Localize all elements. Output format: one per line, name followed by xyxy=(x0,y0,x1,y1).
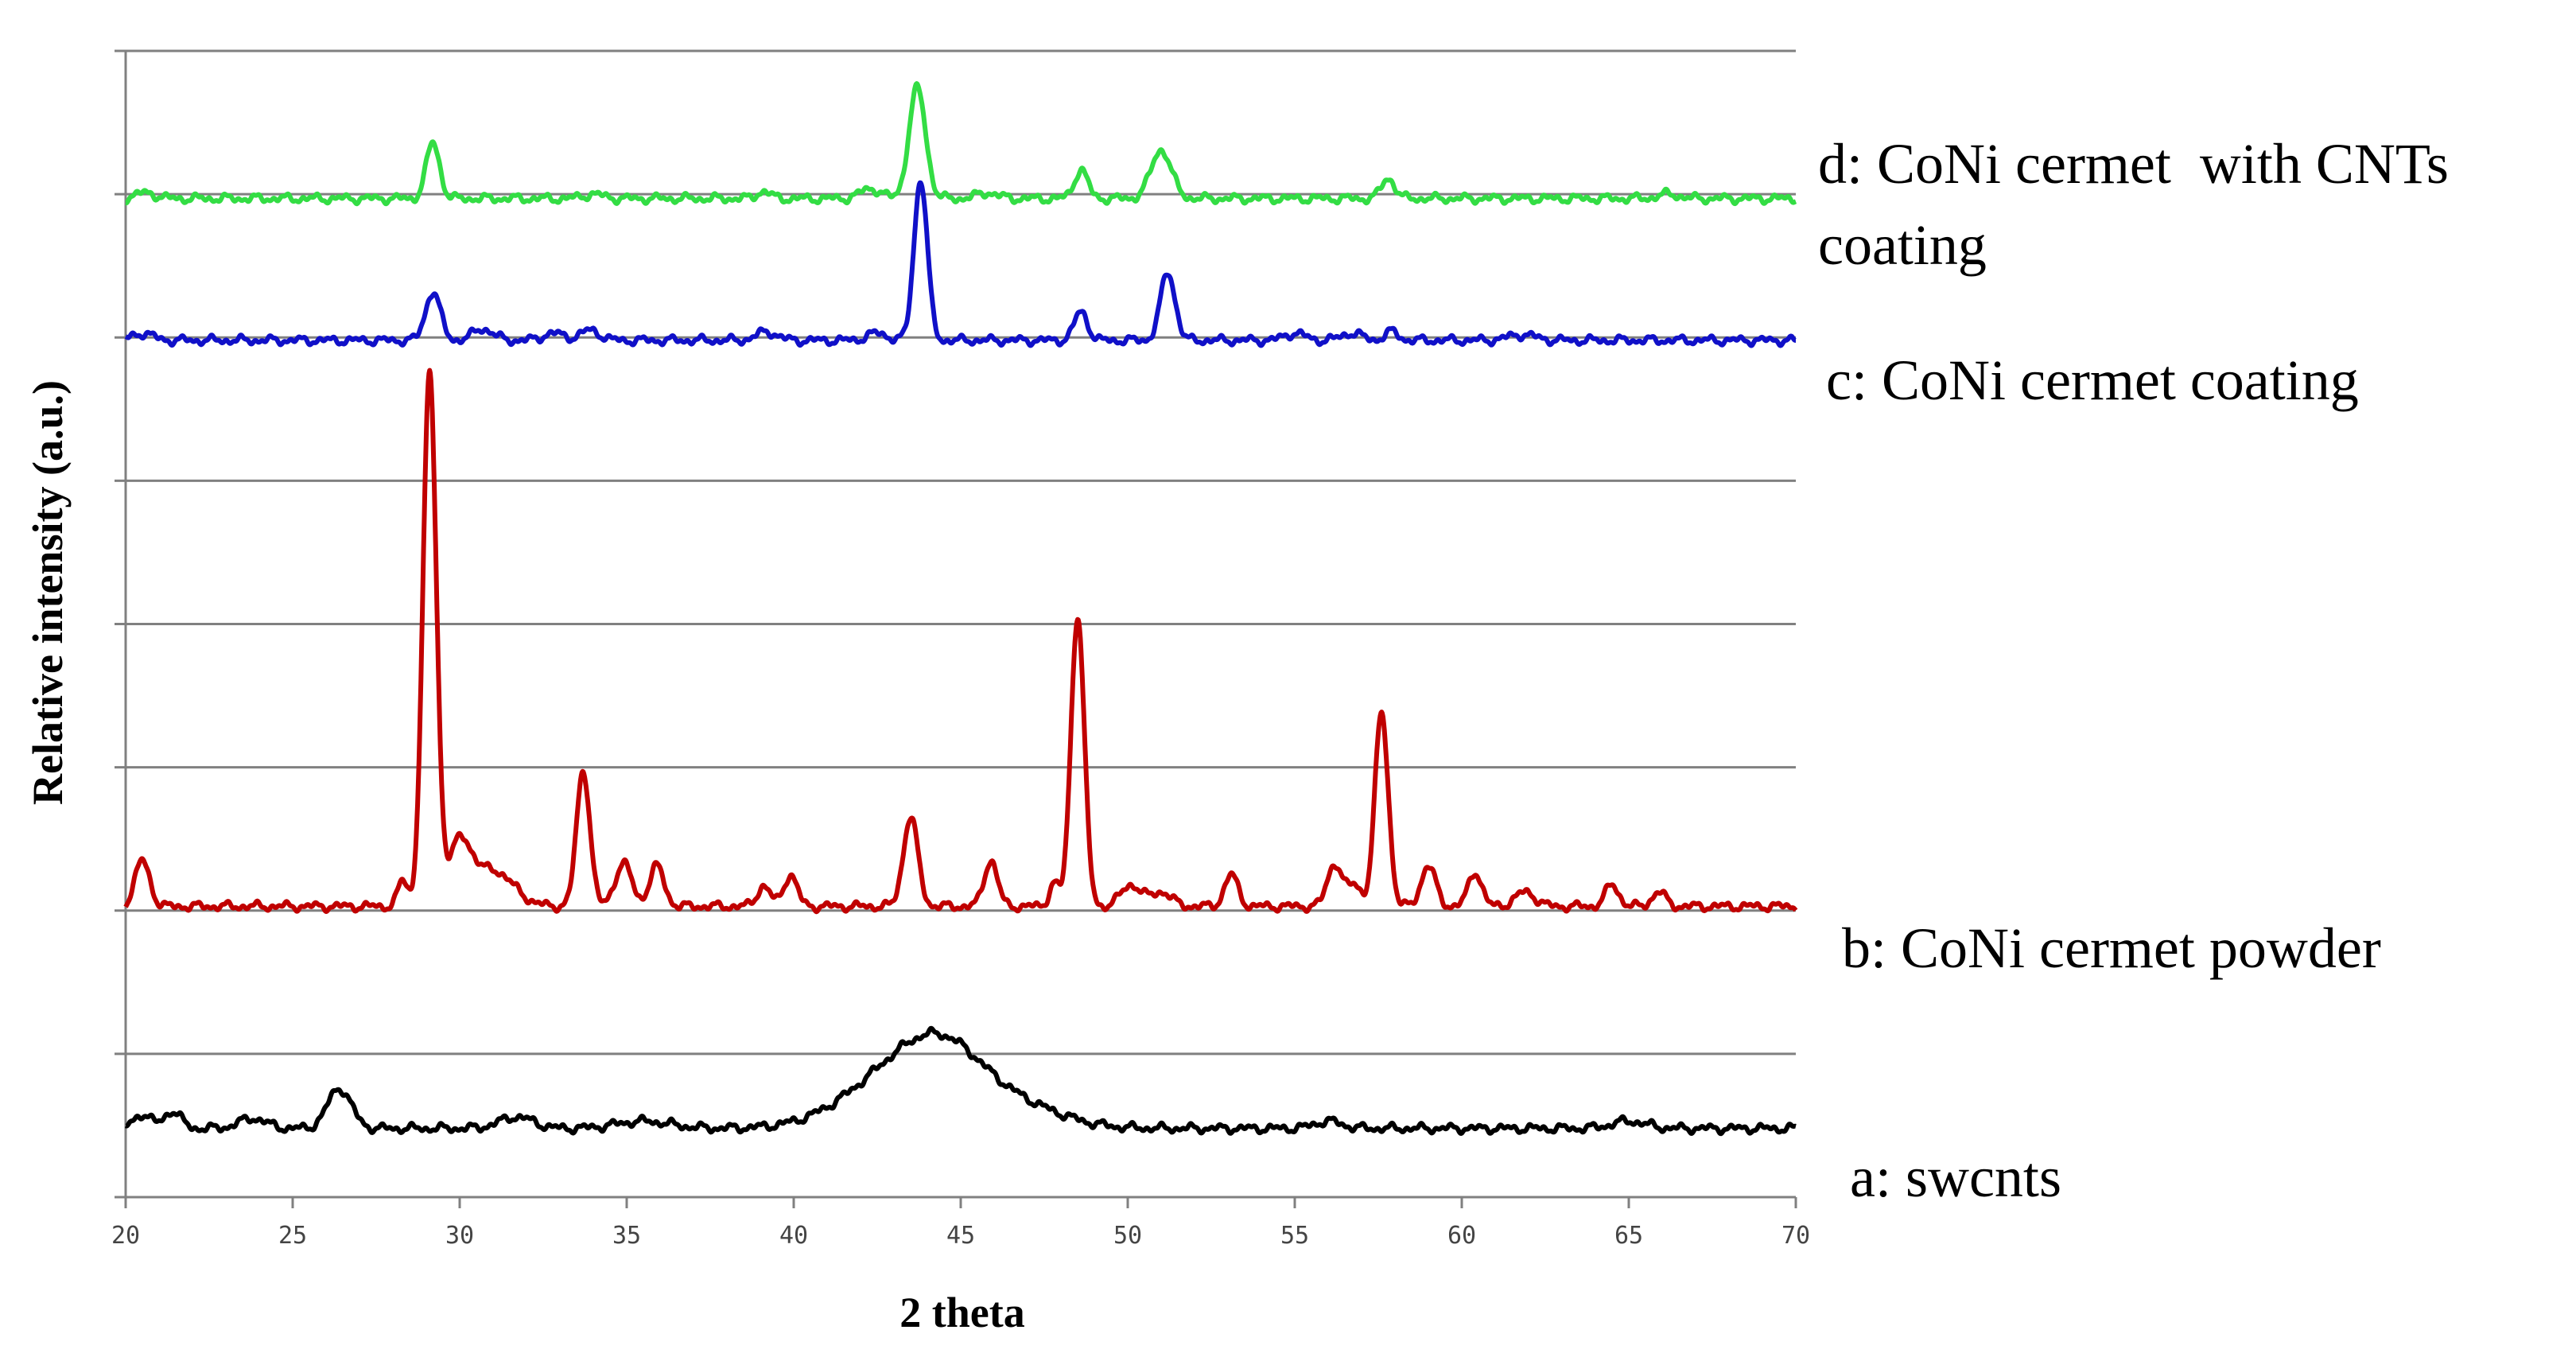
series-label-b: b: CoNi cermet powder xyxy=(1842,916,2381,980)
series-label-d-line1: d: CoNi cermet with CNTs xyxy=(1818,132,2449,196)
series-line-a xyxy=(123,1025,1798,1137)
x-tick-label: 20 xyxy=(111,1222,140,1250)
series-lines xyxy=(123,81,1798,1137)
series-line-b xyxy=(123,367,1798,915)
series-label-a: a: swcnts xyxy=(1850,1145,2061,1209)
x-tick-label: 35 xyxy=(612,1222,641,1250)
axes xyxy=(115,49,1797,1208)
x-tick-label: 45 xyxy=(946,1222,975,1250)
x-tick-label: 25 xyxy=(278,1222,307,1250)
x-tick-label: 50 xyxy=(1113,1222,1142,1250)
x-tick-label: 65 xyxy=(1614,1222,1643,1250)
series-line-c xyxy=(123,180,1798,348)
x-tick-label: 70 xyxy=(1781,1222,1810,1250)
x-tick-labels: 20 25 30 35 40 45 50 55 60 65 70 xyxy=(111,1222,1810,1250)
x-tick-label: 40 xyxy=(779,1222,808,1250)
x-tick-label: 30 xyxy=(445,1222,474,1250)
x-axis-title: 2 theta xyxy=(899,1289,1024,1336)
series-line-d xyxy=(123,81,1798,207)
series-label-d-line2: coating xyxy=(1818,213,1987,277)
x-tick-label: 60 xyxy=(1447,1222,1476,1250)
x-tick-label: 55 xyxy=(1280,1222,1309,1250)
y-axis-title: Relative intensity (a.u.) xyxy=(24,380,72,805)
series-label-c: c: CoNi cermet coating xyxy=(1826,348,2359,412)
